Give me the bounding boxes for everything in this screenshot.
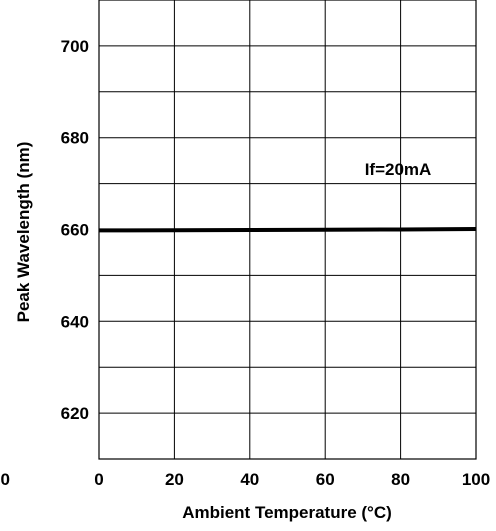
x-tick-label-2: 40: [240, 470, 259, 489]
clipped-tick-label: 00: [0, 470, 10, 489]
y-tick-label-2: 660: [61, 221, 89, 240]
x-tick-label-1: 20: [165, 470, 184, 489]
y-axis-title: Peak Wavelength (nm): [14, 142, 33, 323]
y-tick-label-0: 620: [61, 404, 89, 423]
x-tick-label-0: 0: [94, 470, 103, 489]
x-tick-label-3: 60: [316, 470, 335, 489]
x-axis-title: Ambient Temperature (°C): [182, 503, 392, 522]
series-group: [98, 227, 477, 233]
x-tick-labels: 0 20 40 60 80 100: [94, 470, 490, 489]
y-tick-label-3: 680: [61, 129, 89, 148]
x-tick-label-5: 100: [462, 470, 490, 489]
annotation-if: If=20mA: [365, 160, 432, 179]
y-tick-label-1: 640: [61, 312, 89, 331]
series-line-0: [98, 227, 477, 233]
y-tick-labels: 620 640 660 680 700: [61, 37, 89, 423]
x-tick-label-4: 80: [391, 470, 410, 489]
y-tick-label-4: 700: [61, 37, 89, 56]
